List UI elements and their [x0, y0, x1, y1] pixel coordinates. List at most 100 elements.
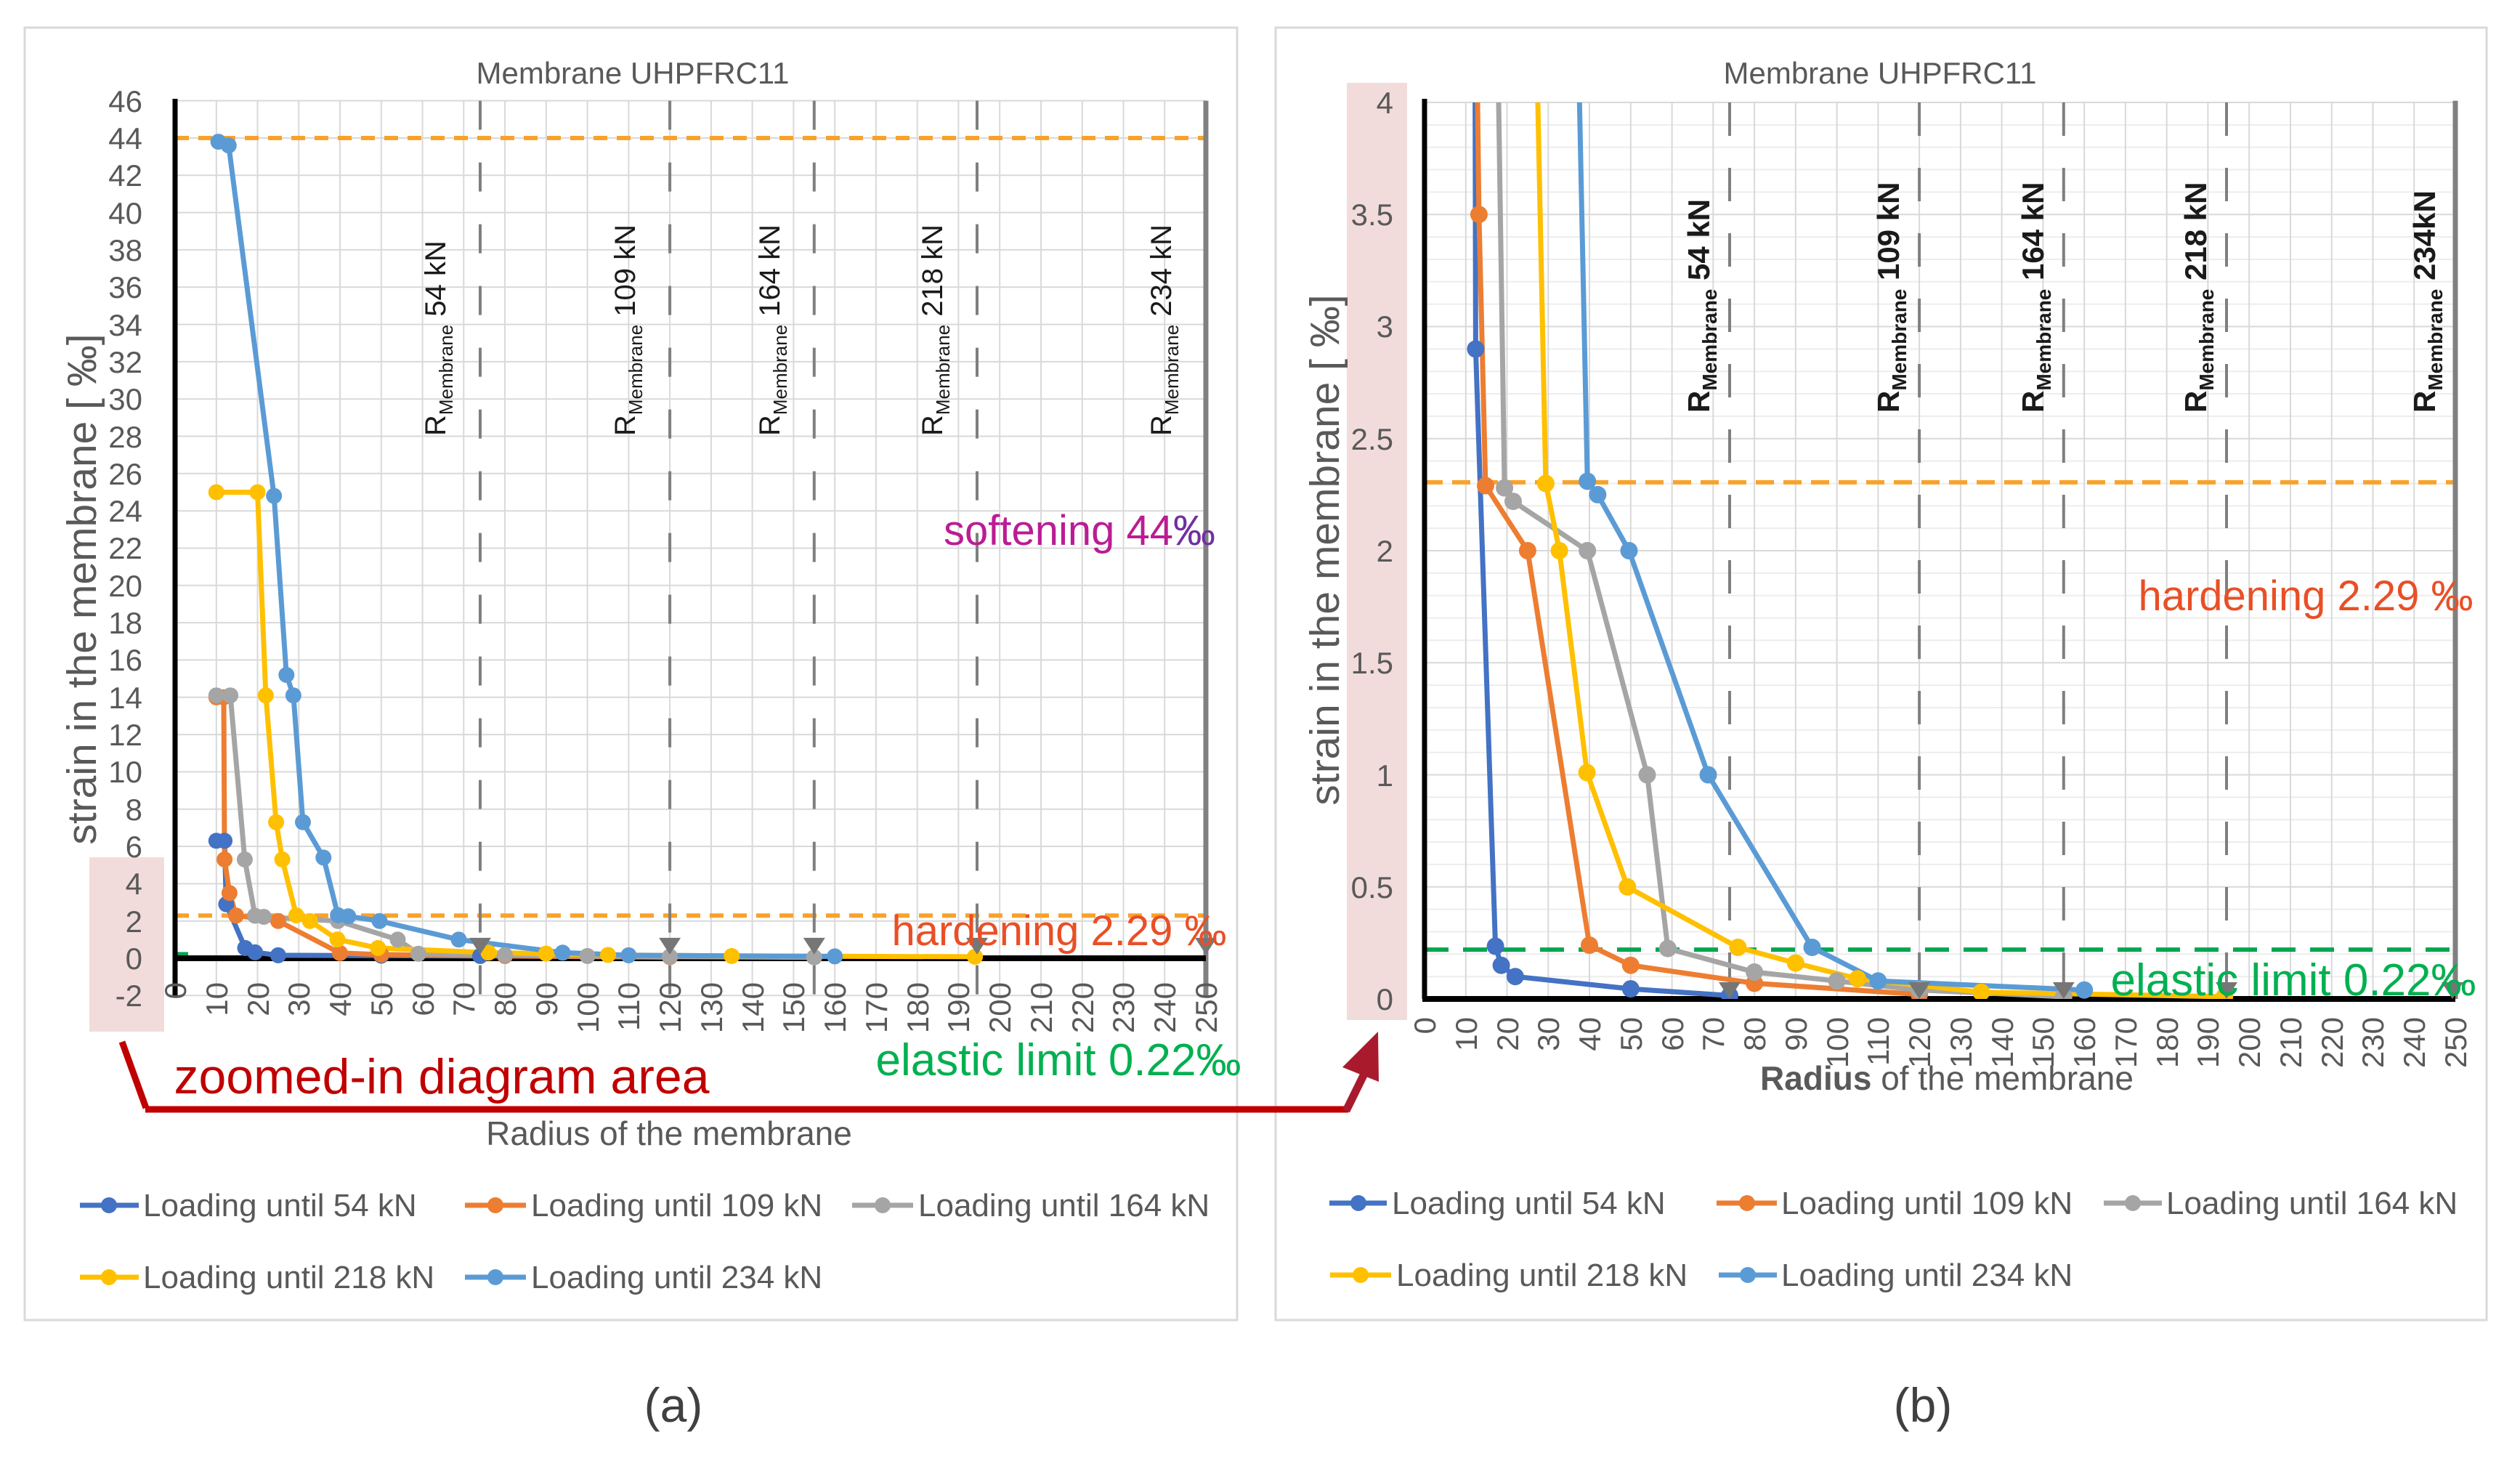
svg-text:100: 100 [571, 982, 605, 1033]
svg-text:230: 230 [2356, 1017, 2390, 1068]
svg-text:32: 32 [108, 345, 142, 379]
svg-text:90: 90 [1779, 1017, 1813, 1051]
svg-text:60: 60 [406, 982, 440, 1016]
svg-text:200: 200 [2232, 1017, 2266, 1068]
svg-text:150: 150 [2026, 1017, 2060, 1068]
svg-text:Loading until 109 kN: Loading until 109 kN [1781, 1186, 2073, 1221]
svg-text:14: 14 [108, 681, 142, 715]
svg-text:Radius of the membrane: Radius of the membrane [1760, 1059, 2134, 1097]
svg-text:Loading until 109 kN: Loading until 109 kN [531, 1188, 822, 1223]
svg-text:210: 210 [2274, 1017, 2308, 1068]
svg-text:40: 40 [323, 982, 357, 1016]
svg-text:190: 190 [941, 982, 976, 1033]
svg-text:strain in the membrane [ ‰]: strain in the membrane [ ‰] [1302, 294, 1348, 805]
svg-text:2.5: 2.5 [1351, 422, 1393, 456]
svg-text:-2: -2 [116, 979, 142, 1013]
svg-text:0: 0 [1377, 982, 1393, 1016]
svg-text:RMembrane 218 kN: RMembrane 218 kN [917, 224, 954, 436]
svg-text:8: 8 [126, 793, 142, 827]
svg-text:10: 10 [200, 982, 234, 1016]
svg-text:240: 240 [2397, 1017, 2431, 1068]
svg-text:100: 100 [1820, 1017, 1855, 1068]
svg-text:44: 44 [108, 121, 142, 155]
svg-text:70: 70 [447, 982, 481, 1016]
svg-text:240: 240 [1148, 982, 1182, 1033]
svg-text:0.5: 0.5 [1351, 870, 1393, 904]
svg-text:180: 180 [901, 982, 935, 1033]
svg-text:4: 4 [1377, 86, 1393, 120]
svg-text:60: 60 [1656, 1017, 1690, 1051]
svg-text:18: 18 [108, 606, 142, 640]
svg-text:80: 80 [488, 982, 522, 1016]
svg-text:50: 50 [365, 982, 399, 1016]
svg-text:42: 42 [108, 158, 142, 193]
svg-text:160: 160 [2067, 1017, 2102, 1068]
svg-text:Loading until 234 kN: Loading until 234 kN [1781, 1258, 2073, 1293]
svg-text:210: 210 [1024, 982, 1058, 1033]
svg-text:Loading until 234 kN: Loading until 234 kN [531, 1260, 822, 1295]
svg-text:(a): (a) [644, 1378, 703, 1432]
svg-text:70: 70 [1696, 1017, 1730, 1051]
svg-text:Loading until 218 kN: Loading until 218 kN [1396, 1258, 1688, 1293]
svg-text:130: 130 [1944, 1017, 1978, 1068]
svg-text:20: 20 [241, 982, 275, 1016]
svg-text:170: 170 [2109, 1017, 2143, 1068]
svg-text:0: 0 [1408, 1017, 1442, 1034]
svg-text:hardening 2.29 ‰: hardening 2.29 ‰ [2138, 572, 2473, 620]
svg-text:120: 120 [653, 982, 687, 1033]
svg-text:10: 10 [1449, 1017, 1483, 1051]
svg-text:170: 170 [859, 982, 894, 1033]
svg-text:200: 200 [983, 982, 1017, 1033]
svg-text:20: 20 [1491, 1017, 1525, 1051]
svg-text:Membrane UHPFRC11: Membrane UHPFRC11 [1723, 56, 2036, 90]
svg-text:3.5: 3.5 [1351, 198, 1393, 232]
svg-text:Loading until 164 kN: Loading until 164 kN [918, 1188, 1210, 1223]
svg-text:2: 2 [1377, 534, 1393, 568]
svg-text:250: 250 [2439, 1017, 2473, 1068]
svg-text:38: 38 [108, 233, 142, 267]
svg-text:150: 150 [777, 982, 811, 1033]
svg-text:34: 34 [108, 308, 142, 342]
svg-text:Membrane UHPFRC11: Membrane UHPFRC11 [476, 56, 789, 90]
svg-text:46: 46 [108, 84, 142, 118]
svg-text:strain in the membrane [ ‰]: strain in the membrane [ ‰] [59, 333, 105, 844]
svg-text:0: 0 [158, 982, 193, 999]
svg-text:110: 110 [1861, 1017, 1895, 1066]
svg-text:Loading until 54 kN: Loading until 54 kN [1392, 1186, 1666, 1221]
svg-text:40: 40 [108, 196, 142, 230]
svg-text:26: 26 [108, 457, 142, 491]
svg-text:20: 20 [108, 569, 142, 603]
svg-text:140: 140 [736, 982, 770, 1033]
svg-text:10: 10 [108, 755, 142, 789]
svg-text:24: 24 [108, 494, 142, 528]
svg-text:250: 250 [1189, 982, 1223, 1033]
svg-text:180: 180 [2150, 1017, 2184, 1068]
svg-text:140: 140 [1985, 1017, 2019, 1068]
svg-text:28: 28 [108, 420, 142, 454]
svg-text:230: 230 [1106, 982, 1141, 1033]
svg-text:120: 120 [1903, 1017, 1937, 1068]
svg-text:3: 3 [1377, 309, 1393, 344]
svg-text:80: 80 [1738, 1017, 1772, 1051]
svg-text:110: 110 [612, 982, 646, 1031]
svg-text:16: 16 [108, 643, 142, 677]
svg-text:Loading until 164 kN: Loading until 164 kN [2166, 1186, 2458, 1221]
svg-text:90: 90 [530, 982, 564, 1016]
svg-text:2: 2 [126, 904, 142, 939]
svg-text:zoomed-in diagram area: zoomed-in diagram area [174, 1049, 709, 1104]
svg-text:1: 1 [1377, 758, 1393, 793]
svg-text:Radius of the membrane: Radius of the membrane [486, 1114, 852, 1152]
svg-text:220: 220 [2315, 1017, 2349, 1068]
svg-text:22: 22 [108, 531, 142, 565]
svg-text:190: 190 [2191, 1017, 2225, 1068]
svg-text:Loading until 54 kN: Loading until 54 kN [143, 1188, 417, 1223]
svg-text:elastic limit 0.22‰: elastic limit 0.22‰ [2110, 955, 2476, 1005]
svg-text:30: 30 [282, 982, 316, 1016]
svg-text:30: 30 [108, 382, 142, 416]
svg-text:hardening 2.29 ‰: hardening 2.29 ‰ [891, 907, 1226, 955]
svg-text:160: 160 [818, 982, 852, 1033]
svg-text:4: 4 [126, 867, 142, 901]
svg-text:36: 36 [108, 270, 142, 304]
svg-text:220: 220 [1066, 982, 1100, 1033]
svg-text:6: 6 [126, 830, 142, 864]
